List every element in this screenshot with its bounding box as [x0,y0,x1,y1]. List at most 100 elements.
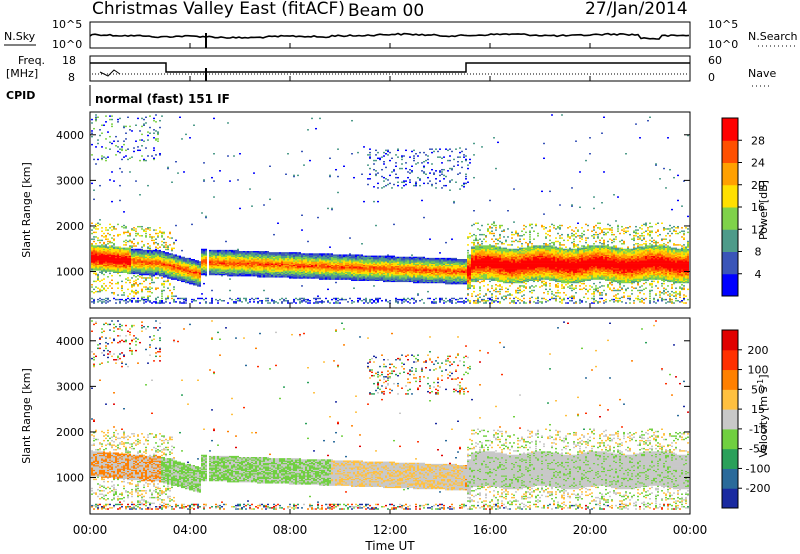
heatmap-cell [147,135,149,136]
heatmap-cell [141,235,143,236]
heatmap-cell [165,249,167,250]
heatmap-cell [277,302,279,303]
heatmap-cell [133,243,135,244]
heatmap-cell [183,257,185,258]
heatmap-cell [97,301,99,302]
heatmap-cell [163,283,165,284]
heatmap-cell [183,301,185,302]
heatmap-cell [103,125,105,126]
heatmap-cell [161,241,163,242]
heatmap-cell [157,297,159,298]
heatmap-cell [163,245,165,246]
heatmap-cell [143,140,145,141]
heatmap-cell [93,227,95,228]
heatmap-cell [139,194,141,195]
heatmap-cell [143,277,145,278]
heatmap-cell [97,274,99,275]
heatmap-cell [167,252,169,253]
heatmap-cell [167,287,169,288]
heatmap-cell [317,301,319,302]
heatmap-cell [175,295,177,296]
heatmap-cell [105,160,107,161]
heatmap-cell [145,299,147,300]
heatmap-cell [105,298,107,299]
heatmap-cell [171,237,173,238]
heatmap-cell [187,258,189,259]
heatmap-cell [291,302,293,303]
heatmap-cell [125,126,127,127]
heatmap-cell [137,291,139,292]
heatmap-cell [301,298,303,299]
heatmap-cell [103,278,105,279]
heatmap-cell [123,300,125,301]
heatmap-cell [101,299,103,300]
heatmap-cell [105,229,107,230]
heatmap-cell [133,249,135,250]
heatmap-cell [199,302,201,303]
heatmap-cell [217,250,219,251]
heatmap-cell [143,123,145,124]
heatmap-cell [99,300,101,301]
heatmap-cell [143,286,145,287]
heatmap-cell [117,287,119,288]
heatmap-cell [129,280,131,281]
heatmap-cell [107,246,109,247]
heatmap-cell [109,119,111,120]
heatmap-cell [109,224,111,225]
heatmap-cell [213,118,215,119]
heatmap-cell [91,136,93,137]
heatmap-cell [111,126,113,127]
heatmap-cell [335,282,337,283]
heatmap-cell [163,251,165,252]
heatmap-cell [323,253,325,254]
heatmap-cell [181,250,183,251]
heatmap-cell [97,237,99,238]
heatmap-cell [147,291,149,292]
heatmap-cell [139,283,141,284]
heatmap-cell [145,286,147,287]
heatmap-cell [139,235,141,236]
heatmap-cell [95,236,97,237]
heatmap-cell [147,246,149,247]
heatmap-cell [301,285,303,286]
heatmap-cell [157,131,159,132]
heatmap-cell [313,298,315,299]
heatmap-cell [307,302,309,303]
heatmap-cell [165,242,167,243]
heatmap-cell [155,242,157,243]
heatmap-cell [131,277,133,278]
heatmap-cell [155,277,157,278]
heatmap-cell [95,163,97,164]
heatmap-cell [99,245,101,246]
heatmap-cell [147,287,149,288]
heatmap-cell [123,144,125,145]
heatmap-cell [125,248,127,249]
heatmap-cell [175,301,177,302]
heatmap-cell [115,302,117,303]
heatmap-cell [169,302,171,303]
heatmap-cell [113,226,115,227]
heatmap-cell [127,248,129,249]
heatmap-cell [115,246,117,247]
heatmap-cell [103,242,105,243]
heatmap-cell [143,229,145,230]
heatmap-cell [107,241,109,242]
heatmap-cell [335,298,337,299]
heatmap-cell [237,179,239,180]
heatmap-cell [161,295,163,296]
heatmap-cell [123,232,125,233]
heatmap-cell [105,121,107,122]
heatmap-cell [111,237,113,238]
heatmap-cell [111,229,113,230]
nsky-trace [90,34,689,40]
heatmap-cell [157,138,159,139]
heatmap-cell [179,301,181,302]
heatmap-cell [119,168,121,169]
heatmap-cell [121,248,123,249]
heatmap-cell [125,244,127,245]
heatmap-cell [273,234,275,235]
heatmap-cell [153,129,155,130]
heatmap-cell [147,131,149,132]
heatmap-cell [309,253,311,254]
heatmap-cell [109,245,111,246]
